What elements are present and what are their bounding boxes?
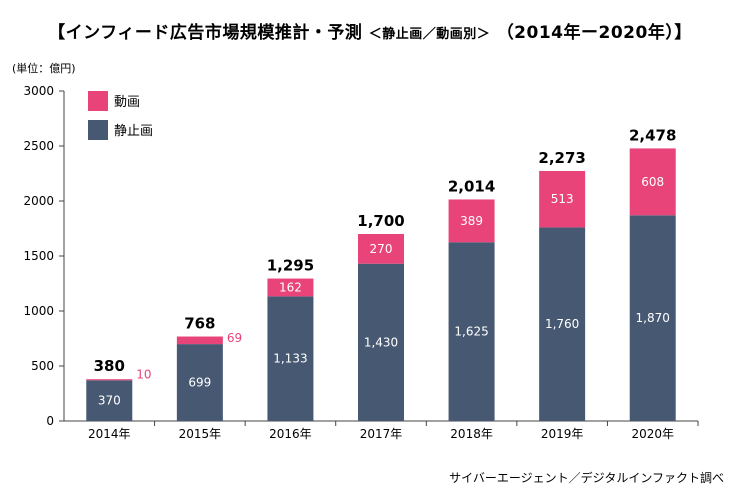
bar-segment-video xyxy=(267,278,314,297)
chart-title: 【インフィード広告市場規模推計・予測 ＜静止画／動画別＞ （2014年ー2020… xyxy=(0,18,740,43)
bar-segment-still xyxy=(629,215,676,421)
data-label-video: 270 xyxy=(370,242,393,256)
title-sub: ＜静止画／動画別＞ xyxy=(368,27,491,42)
legend-swatch-video xyxy=(88,91,108,111)
x-category-label: 2018年 xyxy=(450,427,493,441)
y-tick-label: 0 xyxy=(46,414,54,428)
bar-segment-still xyxy=(358,263,404,421)
data-label-video: 10 xyxy=(136,367,151,381)
y-tick-label: 3000 xyxy=(23,84,54,98)
data-label-total: 768 xyxy=(184,315,215,333)
bar-segment-video xyxy=(176,336,223,345)
data-label-total: 2,014 xyxy=(448,177,495,195)
title-tail: （2014年ー2020年）】 xyxy=(496,23,692,43)
legend-label-still: 静止画 xyxy=(114,124,153,139)
data-label-still: 1,133 xyxy=(273,352,307,366)
bar-segment-still xyxy=(176,344,223,421)
x-category-label: 2014年 xyxy=(88,427,131,441)
x-category-label: 2019年 xyxy=(541,427,584,441)
data-label-still: 1,760 xyxy=(545,317,579,331)
bar-segment-video xyxy=(358,234,404,264)
data-label-video: 389 xyxy=(460,214,483,228)
data-label-total: 380 xyxy=(94,357,125,375)
y-tick-label: 1500 xyxy=(23,249,54,263)
bar-segment-video xyxy=(86,379,133,381)
bar-segment-video xyxy=(539,170,586,228)
data-label-still: 699 xyxy=(188,376,211,390)
source-label: サイバーエージェント／デジタルインファクト調べ xyxy=(449,471,724,485)
data-label-video: 162 xyxy=(279,280,302,294)
title-main: 【インフィード広告市場規模推計・予測 xyxy=(48,23,363,43)
bar-segment-still xyxy=(448,242,495,421)
data-label-still: 1,625 xyxy=(454,325,488,339)
bar-segment-still xyxy=(539,227,586,421)
data-label-video: 69 xyxy=(227,331,242,345)
data-label-video: 608 xyxy=(641,175,664,189)
y-tick-label: 2000 xyxy=(23,194,54,208)
data-label-total: 1,700 xyxy=(357,212,404,230)
data-label-total: 2,273 xyxy=(538,149,585,167)
x-category-label: 2016年 xyxy=(269,427,312,441)
y-tick-label: 1000 xyxy=(23,304,54,318)
bar-segment-still xyxy=(86,380,133,421)
legend-swatch-still xyxy=(88,120,108,140)
data-label-still: 1,870 xyxy=(636,311,670,325)
y-tick-label: 2500 xyxy=(23,139,54,153)
bar-segment-still xyxy=(267,296,314,421)
data-label-total: 2,478 xyxy=(629,126,676,144)
x-category-label: 2015年 xyxy=(179,427,222,441)
data-label-still: 1,430 xyxy=(364,335,398,349)
x-category-label: 2017年 xyxy=(360,427,403,441)
y-tick-label: 500 xyxy=(31,359,54,373)
unit-label: (単位：億円) xyxy=(12,62,76,75)
x-category-label: 2020年 xyxy=(631,427,674,441)
bar-segment-video xyxy=(448,199,495,243)
data-label-total: 1,295 xyxy=(267,257,314,275)
data-label-still: 370 xyxy=(98,394,121,408)
bar-segment-video xyxy=(629,148,676,216)
data-label-video: 513 xyxy=(551,192,574,206)
legend-label-video: 動画 xyxy=(114,95,140,110)
